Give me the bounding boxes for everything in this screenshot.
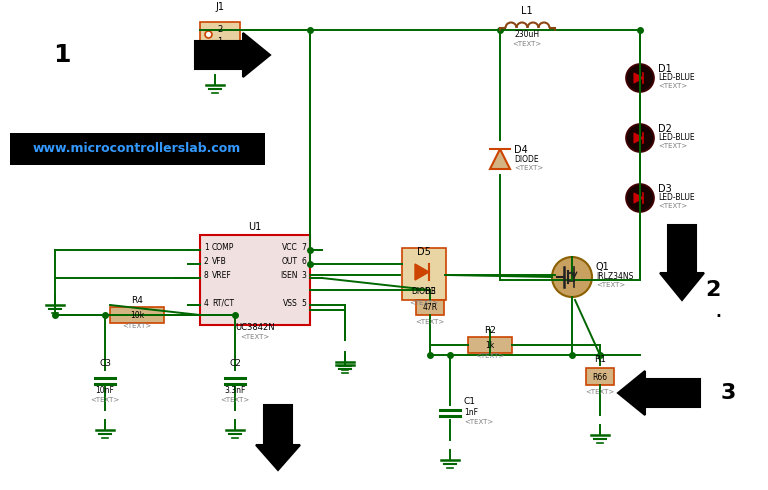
Text: 6: 6 [301, 258, 306, 267]
Text: 1: 1 [204, 244, 209, 252]
Text: <TEXT>: <TEXT> [122, 323, 151, 329]
Text: <TEXT>: <TEXT> [409, 300, 439, 306]
Text: 47R: 47R [422, 303, 438, 313]
Text: J1: J1 [216, 2, 224, 12]
Text: 2: 2 [217, 25, 222, 34]
FancyBboxPatch shape [110, 307, 164, 323]
Text: TBLOCK-I2: TBLOCK-I2 [200, 51, 240, 60]
Text: <TEXT>: <TEXT> [596, 282, 625, 288]
Text: LED-BLUE: LED-BLUE [658, 193, 694, 202]
Polygon shape [660, 225, 704, 300]
Text: <TEXT>: <TEXT> [658, 143, 687, 149]
Text: LED-BLUE: LED-BLUE [658, 73, 694, 82]
Text: D3: D3 [658, 184, 672, 194]
FancyBboxPatch shape [200, 235, 310, 325]
Text: Q1: Q1 [596, 262, 610, 272]
Text: www.microcontrollerslab.com: www.microcontrollerslab.com [33, 143, 241, 155]
FancyBboxPatch shape [586, 368, 614, 385]
Polygon shape [490, 149, 510, 169]
Text: VCC: VCC [283, 244, 298, 252]
Text: VSS: VSS [283, 298, 298, 308]
Text: D1: D1 [658, 64, 672, 74]
Text: <TEXT>: <TEXT> [585, 389, 614, 395]
Text: R66: R66 [592, 372, 607, 382]
Text: 5: 5 [301, 298, 306, 308]
Circle shape [626, 184, 654, 212]
Text: 8: 8 [204, 271, 209, 280]
Text: LED-BLUE: LED-BLUE [658, 133, 694, 142]
Text: <TEXT>: <TEXT> [658, 203, 687, 209]
Circle shape [552, 257, 592, 297]
Text: 3: 3 [720, 383, 736, 403]
Polygon shape [634, 133, 643, 143]
FancyBboxPatch shape [200, 22, 240, 54]
Text: DIODE: DIODE [412, 287, 436, 296]
Text: 4: 4 [270, 433, 286, 457]
Text: 3.3nF: 3.3nF [224, 386, 246, 395]
Text: U1: U1 [248, 222, 262, 232]
Text: <TEXT>: <TEXT> [205, 62, 235, 68]
Text: 230uH: 230uH [515, 30, 540, 39]
Text: D2: D2 [658, 124, 672, 134]
Text: OUT: OUT [282, 258, 298, 267]
Text: ISEN: ISEN [280, 271, 298, 280]
Text: 1: 1 [53, 43, 71, 67]
Text: D4: D4 [514, 145, 528, 155]
Polygon shape [618, 371, 700, 415]
Text: <TEXT>: <TEXT> [91, 397, 120, 403]
Polygon shape [634, 193, 643, 203]
Circle shape [626, 64, 654, 92]
Text: C1: C1 [464, 397, 476, 406]
Text: <TEXT>: <TEXT> [240, 334, 270, 340]
Text: R1: R1 [594, 355, 606, 364]
FancyBboxPatch shape [468, 337, 512, 353]
Text: <TEXT>: <TEXT> [512, 41, 541, 47]
Text: 1: 1 [217, 38, 222, 47]
Text: 10k: 10k [130, 311, 144, 320]
Text: UC3842N: UC3842N [235, 323, 275, 332]
Text: IRLZ34NS: IRLZ34NS [596, 272, 634, 281]
Text: <TEXT>: <TEXT> [658, 83, 687, 89]
Text: 10nF: 10nF [95, 386, 114, 395]
Text: <TEXT>: <TEXT> [415, 319, 445, 325]
Circle shape [626, 124, 654, 152]
Text: .: . [714, 298, 722, 322]
Polygon shape [415, 264, 429, 280]
Text: C2: C2 [229, 359, 241, 368]
Text: 1k: 1k [485, 341, 495, 350]
Text: 7: 7 [301, 244, 306, 252]
Text: R2: R2 [484, 326, 496, 335]
Polygon shape [256, 405, 300, 470]
FancyBboxPatch shape [10, 133, 265, 165]
Text: R4: R4 [131, 296, 143, 305]
Text: C3: C3 [99, 359, 111, 368]
Text: 4: 4 [204, 298, 209, 308]
Text: <TEXT>: <TEXT> [475, 353, 505, 359]
Text: RT/CT: RT/CT [212, 298, 234, 308]
Text: 3: 3 [301, 271, 306, 280]
Text: COMP: COMP [212, 244, 234, 252]
FancyBboxPatch shape [402, 248, 446, 300]
Text: <TEXT>: <TEXT> [514, 165, 543, 171]
Text: 1nF: 1nF [464, 408, 478, 417]
Text: VFB: VFB [212, 258, 227, 267]
Text: 2: 2 [204, 258, 209, 267]
FancyBboxPatch shape [416, 300, 444, 315]
Text: VREF: VREF [212, 271, 232, 280]
Text: R3: R3 [424, 287, 436, 296]
Text: L1: L1 [521, 6, 533, 16]
Text: 2: 2 [705, 280, 720, 300]
Polygon shape [195, 33, 270, 77]
Text: DIODE: DIODE [514, 155, 538, 164]
Polygon shape [634, 73, 643, 83]
Text: <TEXT>: <TEXT> [464, 419, 493, 425]
Text: D5: D5 [417, 247, 431, 257]
Text: <TEXT>: <TEXT> [220, 397, 250, 403]
